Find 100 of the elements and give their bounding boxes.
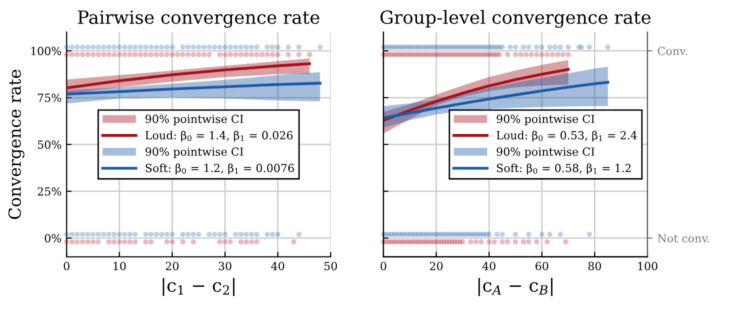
point [159, 52, 164, 58]
point [547, 44, 552, 50]
point [164, 232, 170, 237]
point [69, 44, 74, 50]
point [196, 52, 202, 58]
point [180, 232, 186, 237]
point [500, 239, 505, 244]
point [154, 44, 159, 50]
point [185, 232, 191, 237]
point [518, 52, 524, 58]
point [244, 232, 249, 237]
point [492, 239, 497, 244]
point [148, 232, 154, 237]
point [547, 232, 552, 237]
point [170, 239, 175, 244]
x-tick-label: 20 [166, 262, 179, 270]
point [534, 239, 540, 244]
point [196, 44, 202, 50]
point [317, 44, 323, 50]
point [159, 232, 164, 237]
point [96, 239, 101, 244]
point [112, 52, 117, 58]
text: Conv. [658, 46, 688, 56]
y-tick-label: 25% [38, 187, 62, 196]
point [497, 52, 502, 58]
point [85, 52, 90, 58]
point [286, 52, 291, 58]
y-axis-title: Convergence rate [8, 70, 24, 220]
point [127, 52, 133, 58]
point [296, 232, 302, 237]
annotation: 90% pointwise CI [496, 147, 594, 158]
y-tick-label: 0% [44, 234, 62, 242]
point [127, 232, 133, 237]
x-tick-label: 50 [324, 262, 337, 270]
point [69, 239, 74, 244]
point [180, 52, 186, 58]
point [500, 232, 505, 237]
point [69, 52, 74, 58]
point [190, 52, 196, 58]
point [228, 44, 233, 50]
point [254, 239, 260, 244]
point [494, 232, 500, 237]
point [154, 52, 159, 58]
point [232, 52, 238, 58]
legend-label: Soft: β$_{0}$ = 1.2, β$_{1}$ = 0.0076 [146, 164, 294, 174]
point [90, 44, 96, 50]
point [122, 44, 128, 50]
point [85, 232, 90, 237]
point [473, 239, 478, 244]
point [127, 44, 133, 50]
point [244, 52, 249, 58]
point [96, 44, 101, 50]
point [558, 44, 563, 50]
point [486, 232, 492, 237]
point [275, 44, 280, 50]
point [69, 232, 74, 237]
point [500, 44, 505, 50]
point [222, 52, 228, 58]
point [116, 239, 122, 244]
legend-label: Loud: β$_{0}$ = 0.53, β$_{1}$ = 2.4 [496, 130, 637, 142]
point [275, 52, 280, 58]
point [306, 52, 312, 58]
point [143, 239, 148, 244]
point [270, 44, 276, 50]
point [201, 52, 207, 58]
point [238, 239, 244, 244]
point [190, 232, 196, 237]
x-tick-label: 40 [271, 262, 284, 270]
point [80, 239, 86, 244]
point [100, 232, 106, 237]
point [122, 232, 128, 237]
point [100, 44, 106, 50]
point [232, 232, 238, 237]
point [80, 232, 86, 237]
point [116, 44, 122, 50]
point [217, 44, 222, 50]
point [520, 44, 526, 50]
point [504, 239, 510, 244]
point [159, 44, 164, 50]
point [586, 232, 592, 237]
point [259, 52, 265, 58]
point [238, 44, 244, 50]
point [96, 232, 101, 237]
y-tick-label: 75% [38, 94, 62, 102]
point [544, 52, 550, 58]
point [512, 232, 518, 237]
point [143, 52, 148, 58]
point [164, 239, 170, 244]
point [228, 52, 233, 58]
x-axis-title: |c$_{1}$ − c$_{2}$| [162, 278, 234, 296]
x-tick-label: 0 [64, 262, 70, 270]
annotation: 90% pointwise CI [146, 147, 244, 158]
point [138, 44, 144, 50]
x-axis-title: |c$_{A}$ − c$_{B}$| [478, 278, 552, 296]
point [291, 239, 296, 244]
point [544, 239, 550, 244]
point [248, 44, 254, 50]
point [254, 232, 260, 237]
y-tick-label: 50% [38, 140, 62, 149]
point [520, 239, 526, 244]
